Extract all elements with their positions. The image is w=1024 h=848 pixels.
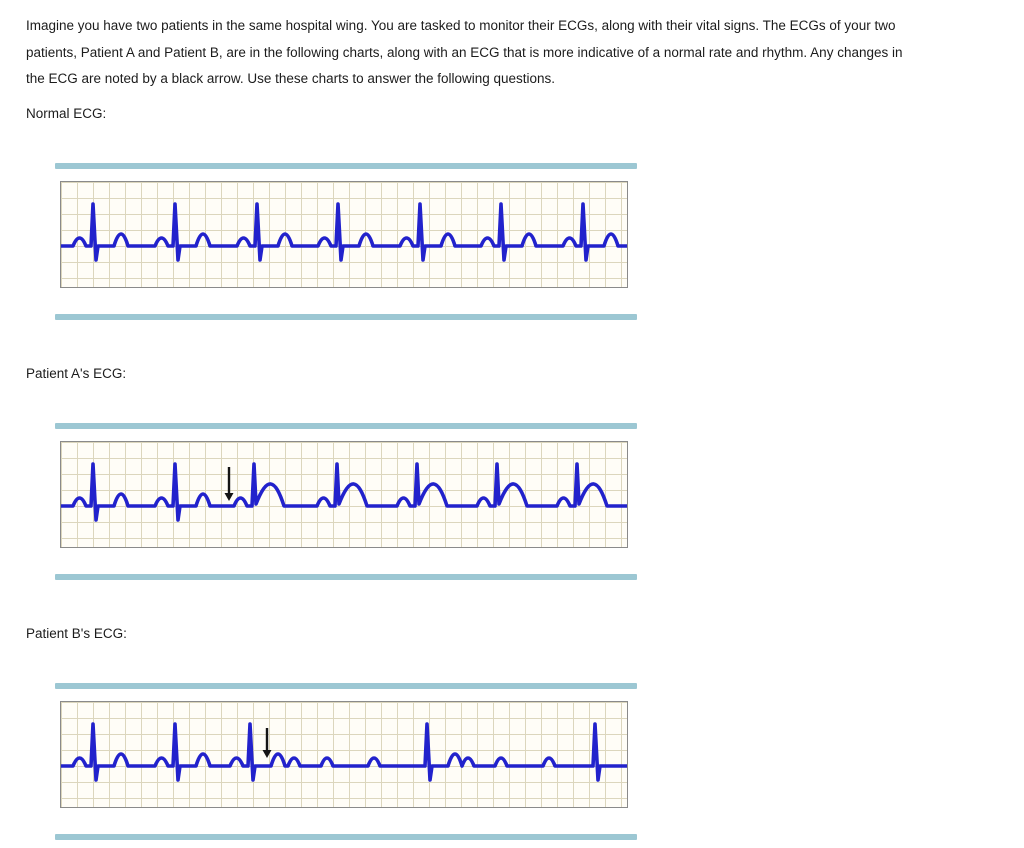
ecg-chart-frame: [60, 700, 628, 808]
intro-paragraph: Imagine you have two patients in the sam…: [26, 13, 1014, 93]
intro-line-2: patients, Patient A and Patient B, are i…: [26, 44, 903, 60]
change-arrow-icon: [262, 727, 272, 758]
intro-line-1: Imagine you have two patients in the sam…: [26, 18, 896, 33]
bottom-accent-bar: [55, 573, 637, 580]
top-accent-bar: [55, 162, 637, 169]
ecg-section-patient-a: Patient A's ECG:: [26, 365, 1024, 580]
ecg-strip-normal: [55, 162, 637, 320]
bottom-accent-bar: [55, 313, 637, 320]
ecg-chart-patient-b: [61, 701, 627, 807]
ecg-strip-patient-b: [55, 682, 637, 840]
ecg-strip-patient-a: [55, 422, 637, 580]
ecg-chart-frame: [60, 440, 628, 548]
ecg-trace: [61, 721, 627, 782]
ecg-chart-frame: [60, 180, 628, 288]
ecg-label-patient-b: Patient B's ECG:: [26, 625, 127, 641]
change-arrow-icon: [224, 466, 234, 501]
ecg-section-patient-b: Patient B's ECG:: [26, 625, 1024, 840]
ecg-trace: [61, 461, 627, 522]
ecg-trace: [61, 201, 627, 262]
ecg-label-normal: Normal ECG:: [26, 105, 107, 121]
intro-line-3: the ECG are noted by a black arrow. Use …: [26, 71, 556, 87]
ecg-chart-patient-a: [61, 441, 627, 547]
ecg-label-patient-a: Patient A's ECG:: [26, 365, 127, 381]
ecg-section-normal: Normal ECG:: [26, 105, 1024, 320]
bottom-accent-bar: [55, 833, 637, 840]
top-accent-bar: [55, 422, 637, 429]
top-accent-bar: [55, 682, 637, 689]
ecg-chart-normal: [61, 181, 627, 287]
